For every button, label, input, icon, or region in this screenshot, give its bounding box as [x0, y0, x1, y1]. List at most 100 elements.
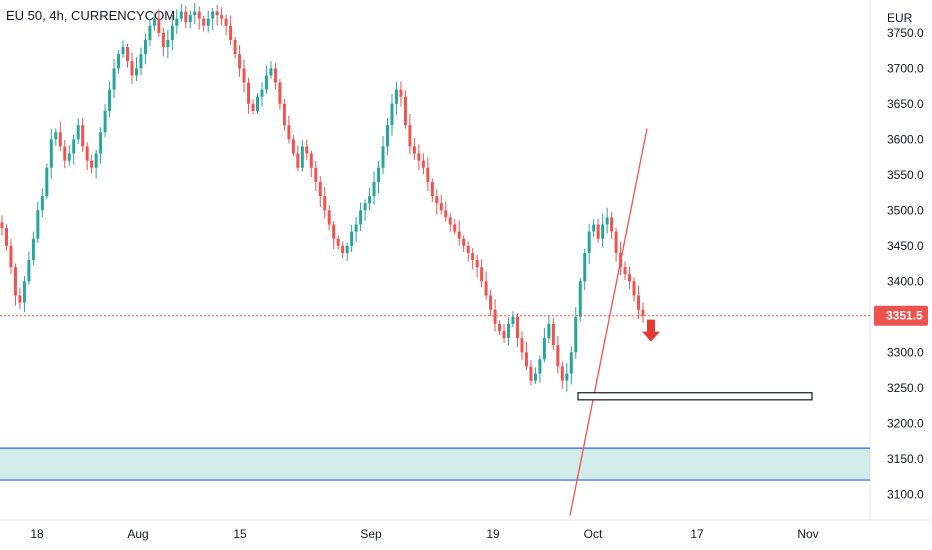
candle-body [444, 210, 448, 218]
last-price-tag: 3351.5 [874, 305, 928, 326]
candle-body [72, 139, 76, 154]
candle-body [502, 330, 506, 339]
x-tick-label: 18 [30, 527, 44, 541]
candle-body [529, 366, 533, 381]
x-tick-label: Aug [127, 527, 148, 541]
candle-body [417, 153, 421, 161]
candle-body [108, 89, 112, 111]
candle-body [363, 203, 367, 211]
candle-body [435, 196, 439, 204]
candle-body [85, 146, 89, 161]
candle-body [148, 25, 152, 40]
candle-body [480, 267, 484, 282]
candle-body [22, 281, 26, 303]
candle-body [184, 11, 188, 23]
candle-body [139, 54, 143, 69]
candle-body [381, 146, 385, 168]
candle-body [551, 323, 555, 346]
support-zone[interactable] [0, 448, 870, 481]
down-arrow-icon[interactable] [642, 319, 660, 342]
candle-body [90, 160, 94, 168]
candle-body [18, 295, 22, 303]
candle-body [121, 47, 125, 55]
candle-body [601, 224, 605, 239]
candle-body [229, 25, 233, 40]
candle-body [269, 68, 273, 76]
x-tick-label: Nov [797, 527, 818, 541]
candle-body [637, 295, 641, 310]
candle-body [211, 11, 215, 19]
candle-body [130, 61, 134, 76]
candle-body [515, 316, 519, 339]
price-axis[interactable]: 3100.03150.03200.03250.03300.03350.03400… [887, 26, 924, 501]
candle-body [76, 125, 80, 140]
candle-body [220, 15, 224, 19]
candle-body [27, 260, 31, 282]
candle-body [134, 68, 138, 76]
candle-body [40, 196, 44, 211]
candle-body [628, 274, 632, 282]
trend-line[interactable] [569, 128, 648, 516]
candle-body [641, 309, 645, 316]
candle-body [309, 153, 313, 168]
candle-body [457, 231, 461, 239]
x-tick-label: 15 [233, 527, 247, 541]
candle-body [323, 196, 327, 211]
candle-body [507, 323, 511, 339]
y-tick-label: 3650.0 [887, 97, 924, 111]
candle-body [126, 47, 130, 62]
candle-body [332, 224, 336, 239]
candle-body [556, 345, 560, 367]
y-tick-label: 3500.0 [887, 203, 924, 217]
candle-body [175, 18, 179, 26]
candle-body [318, 181, 322, 197]
candles-group [0, 2, 645, 392]
candle-body [421, 160, 425, 168]
candle-body [157, 18, 161, 33]
candle-body [300, 146, 304, 168]
candle-body [58, 132, 62, 147]
candle-body [462, 238, 466, 246]
currency-label: EUR [887, 11, 913, 25]
candle-body [484, 281, 488, 296]
candle-body [538, 359, 542, 374]
candle-body [264, 75, 268, 90]
candle-body [547, 323, 551, 339]
candle-body [596, 224, 600, 239]
candle-body [520, 338, 524, 353]
candle-body [350, 231, 354, 246]
candle-body [197, 11, 201, 19]
candle-body [489, 295, 493, 310]
x-tick-label: 17 [690, 527, 704, 541]
candle-body [408, 125, 412, 147]
time-axis[interactable]: 18 Aug 15 Sep 19 Oct 17 Nov [30, 527, 818, 541]
target-box[interactable] [577, 392, 813, 401]
candle-body [511, 316, 515, 324]
candle-body [49, 139, 53, 168]
y-tick-label: 3600.0 [887, 132, 924, 146]
candle-body [359, 210, 363, 225]
candle-body [305, 146, 309, 154]
candle-body [336, 238, 340, 246]
candle-body [215, 11, 219, 16]
candle-body [377, 167, 381, 182]
y-tick-label: 3250.0 [887, 381, 924, 395]
candle-body [179, 11, 183, 19]
candle-body [99, 132, 103, 154]
candle-body [63, 146, 67, 161]
candle-body [498, 323, 502, 331]
candle-body [287, 125, 291, 140]
candle-body [565, 373, 569, 381]
candle-body [385, 125, 389, 147]
x-tick-label: Sep [360, 527, 382, 541]
candle-body [471, 252, 475, 260]
candle-body [161, 32, 165, 48]
candle-body [345, 245, 349, 253]
y-tick-label: 3150.0 [887, 452, 924, 466]
candle-body [574, 316, 578, 353]
y-tick-label: 3450.0 [887, 239, 924, 253]
candle-body [390, 103, 394, 126]
candle-body [31, 238, 35, 260]
candle-body [493, 309, 497, 324]
